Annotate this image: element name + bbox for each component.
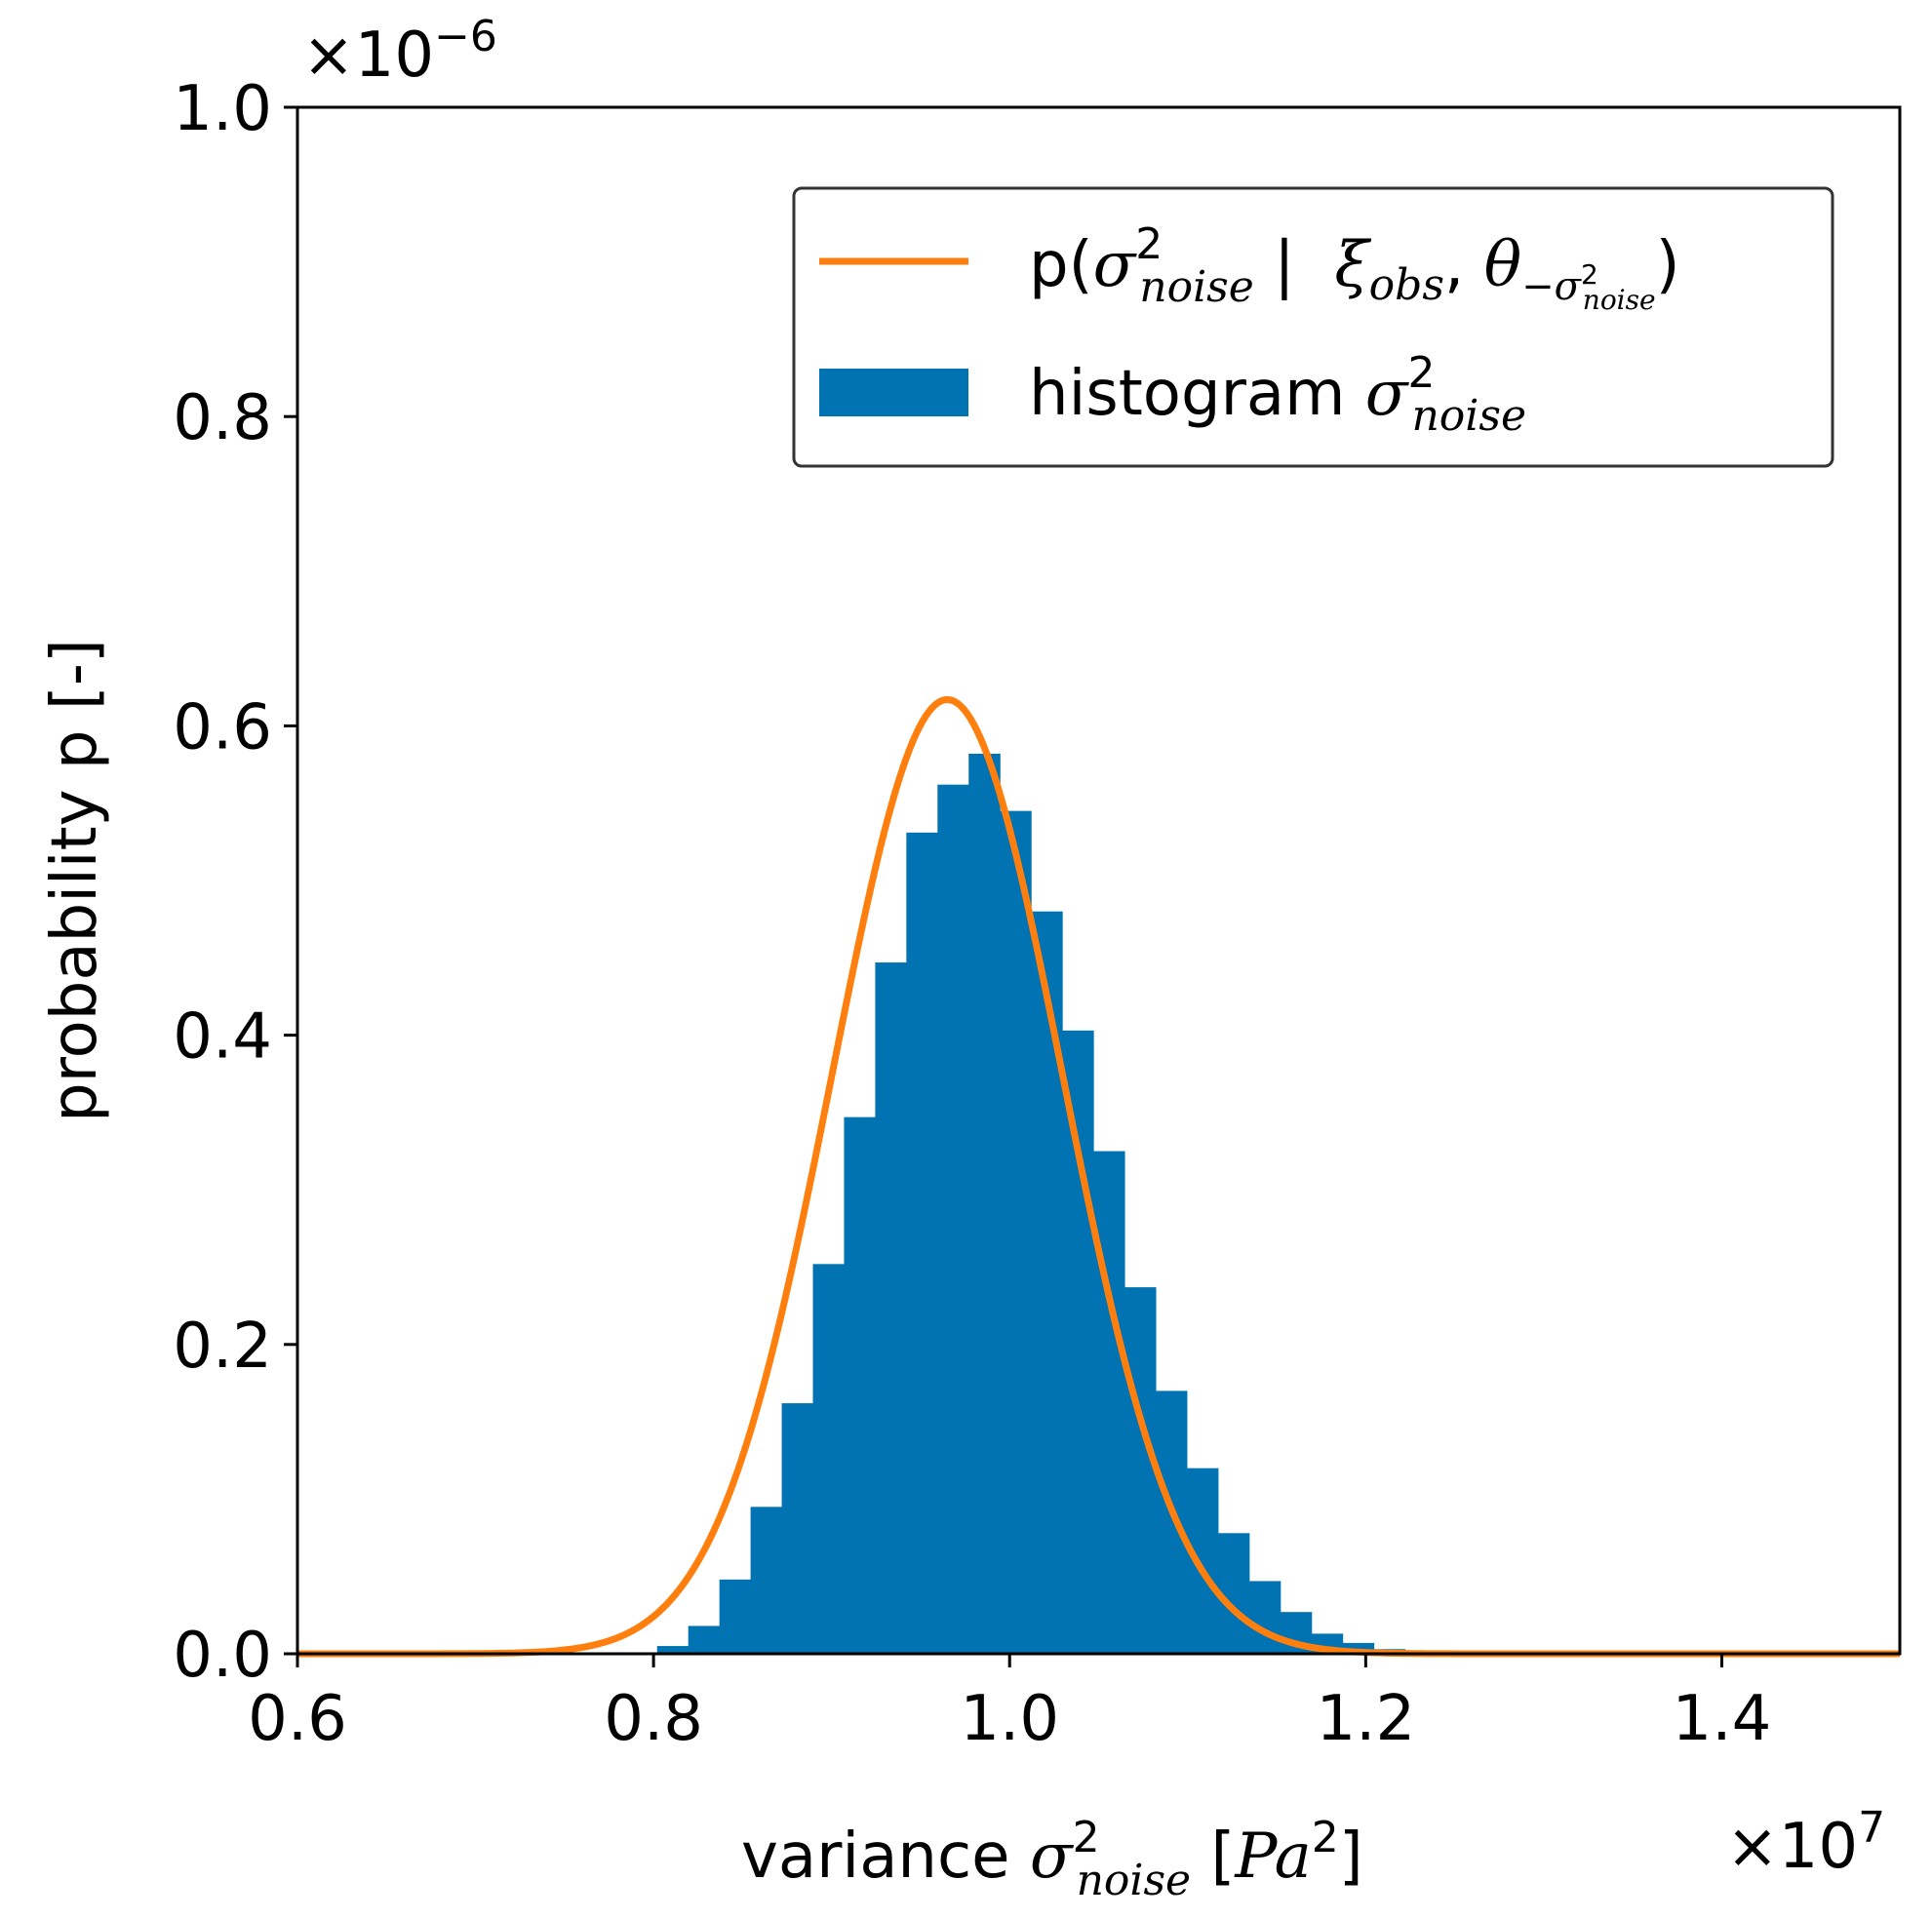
histogram-bar	[1031, 911, 1063, 1654]
histogram-bar	[781, 1403, 814, 1654]
x-axis-ticks: 0.6 0.8 1.0 1.2 1.4	[248, 1654, 1771, 1755]
y-tick-label: 0.4	[173, 1001, 272, 1074]
histogram-bars	[656, 753, 1406, 1654]
y-tick-label: 0.8	[173, 382, 272, 454]
y-axis-label: probability p [-]	[39, 639, 111, 1122]
legend: p(σ2 noise | ξobs, θ−σ2 noise) histogram σ…	[792, 186, 1834, 468]
x-tick-label: 1.4	[1673, 1683, 1772, 1755]
histogram-bar	[1217, 1533, 1250, 1654]
histogram-bar	[812, 1264, 846, 1654]
histogram-bar	[937, 784, 969, 1654]
y-tick-label: 0.6	[173, 691, 272, 764]
x-tick-label: 0.8	[604, 1683, 703, 1755]
histogram-bar	[688, 1625, 721, 1654]
histogram-bar	[875, 962, 907, 1654]
x-axis-label: variance σ2 noise [Pa2]	[741, 1813, 1363, 1905]
histogram-bar	[844, 1116, 876, 1654]
histogram-bar	[1248, 1581, 1281, 1654]
histogram-bar	[656, 1646, 690, 1654]
y-tick-label: 1.0	[173, 73, 272, 145]
histogram-bar	[1155, 1390, 1188, 1654]
x-tick-label: 1.2	[1316, 1683, 1415, 1755]
histogram-bar	[968, 753, 1001, 1654]
y-axis-ticks: 0.0 0.2 0.4 0.6 0.8 1.0	[173, 73, 297, 1692]
x-tick-label: 1.0	[960, 1683, 1059, 1755]
histogram-bar	[1062, 1030, 1094, 1654]
histogram-bar	[750, 1507, 783, 1654]
histogram-bar	[906, 832, 938, 1654]
legend-curve-label: p(σ2 noise | ξobs, θ−σ2 noise)	[1029, 219, 1680, 316]
legend-hist-swatch	[819, 369, 968, 416]
histogram-bar	[1124, 1287, 1157, 1654]
histogram-bar	[1000, 810, 1032, 1654]
x-scale-label: ×107	[1726, 1803, 1885, 1883]
y-scale-label: ×10−6	[302, 12, 497, 92]
histogram-bar	[1093, 1151, 1125, 1654]
histogram-bar	[1186, 1468, 1219, 1654]
x-tick-label: 0.6	[248, 1683, 347, 1755]
histogram-bar	[719, 1579, 752, 1654]
axes-frame	[296, 105, 1902, 1656]
legend-frame	[792, 186, 1834, 468]
legend-hist-label: histogram σ2 noise	[1029, 348, 1526, 441]
y-tick-label: 0.0	[173, 1620, 272, 1692]
y-tick-label: 0.2	[173, 1311, 272, 1383]
histogram-bar	[1342, 1642, 1375, 1654]
